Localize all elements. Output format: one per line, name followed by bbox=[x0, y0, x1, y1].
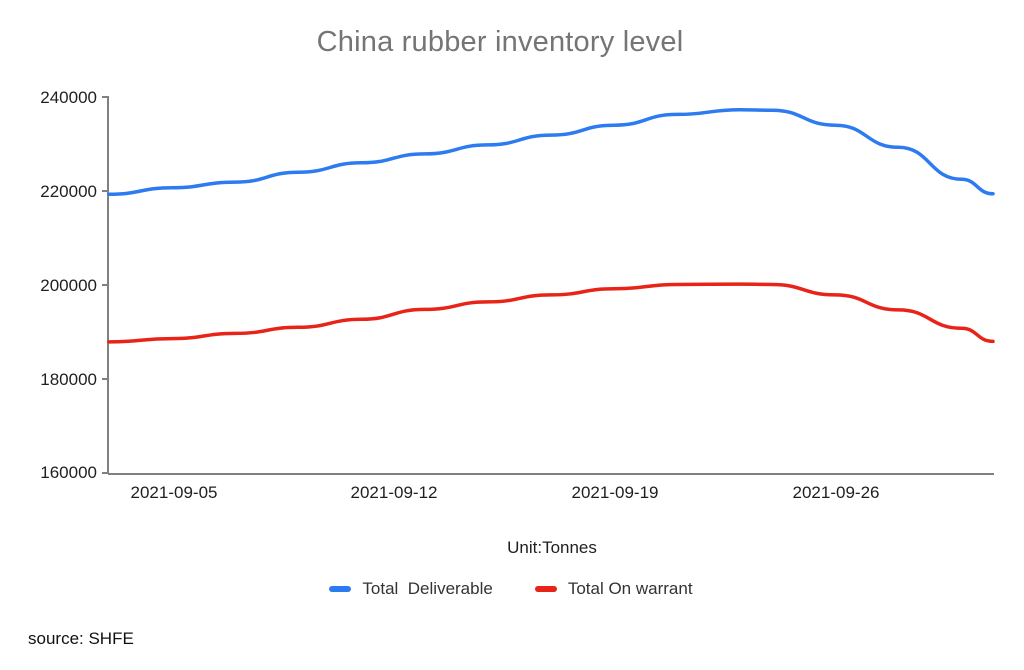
y-axis-tick-label: 180000 bbox=[40, 370, 97, 389]
x-axis-tick-label: 2021-09-05 bbox=[131, 483, 218, 502]
legend-item-deliverable: Total Deliverable bbox=[329, 579, 493, 599]
legend-label-deliverable: Total Deliverable bbox=[362, 579, 493, 598]
y-axis-tick-label: 160000 bbox=[40, 463, 97, 482]
plot-area: 240000 220000 200000 180000 160000 2021-… bbox=[40, 88, 995, 502]
series-total-deliverable-line bbox=[107, 107, 995, 197]
x-axis-tick-label: 2021-09-26 bbox=[793, 483, 880, 502]
x-axis-tick-label: 2021-09-12 bbox=[351, 483, 438, 502]
y-axis: 240000 220000 200000 180000 160000 bbox=[40, 88, 109, 482]
legend-item-warrant: Total On warrant bbox=[534, 579, 693, 599]
legend-swatch-deliverable bbox=[329, 586, 352, 592]
x-axis-tick-label: 2021-09-19 bbox=[572, 483, 659, 502]
source-note: source: SHFE bbox=[28, 629, 134, 648]
chart-title: China rubber inventory level bbox=[316, 26, 684, 58]
legend-label-warrant: Total On warrant bbox=[567, 579, 693, 598]
x-axis: 2021-09-05 2021-09-12 2021-09-19 2021-09… bbox=[108, 473, 994, 502]
y-axis-tick-label: 220000 bbox=[40, 182, 97, 201]
series-total-on-warrant-line bbox=[107, 282, 995, 344]
y-axis-tick-label: 240000 bbox=[40, 88, 97, 107]
x-axis-unit-label: Unit:Tonnes bbox=[507, 538, 597, 557]
legend: Total Deliverable Total On warrant bbox=[0, 579, 1022, 599]
y-axis-tick-label: 200000 bbox=[40, 276, 97, 295]
legend-swatch-warrant bbox=[534, 586, 557, 592]
